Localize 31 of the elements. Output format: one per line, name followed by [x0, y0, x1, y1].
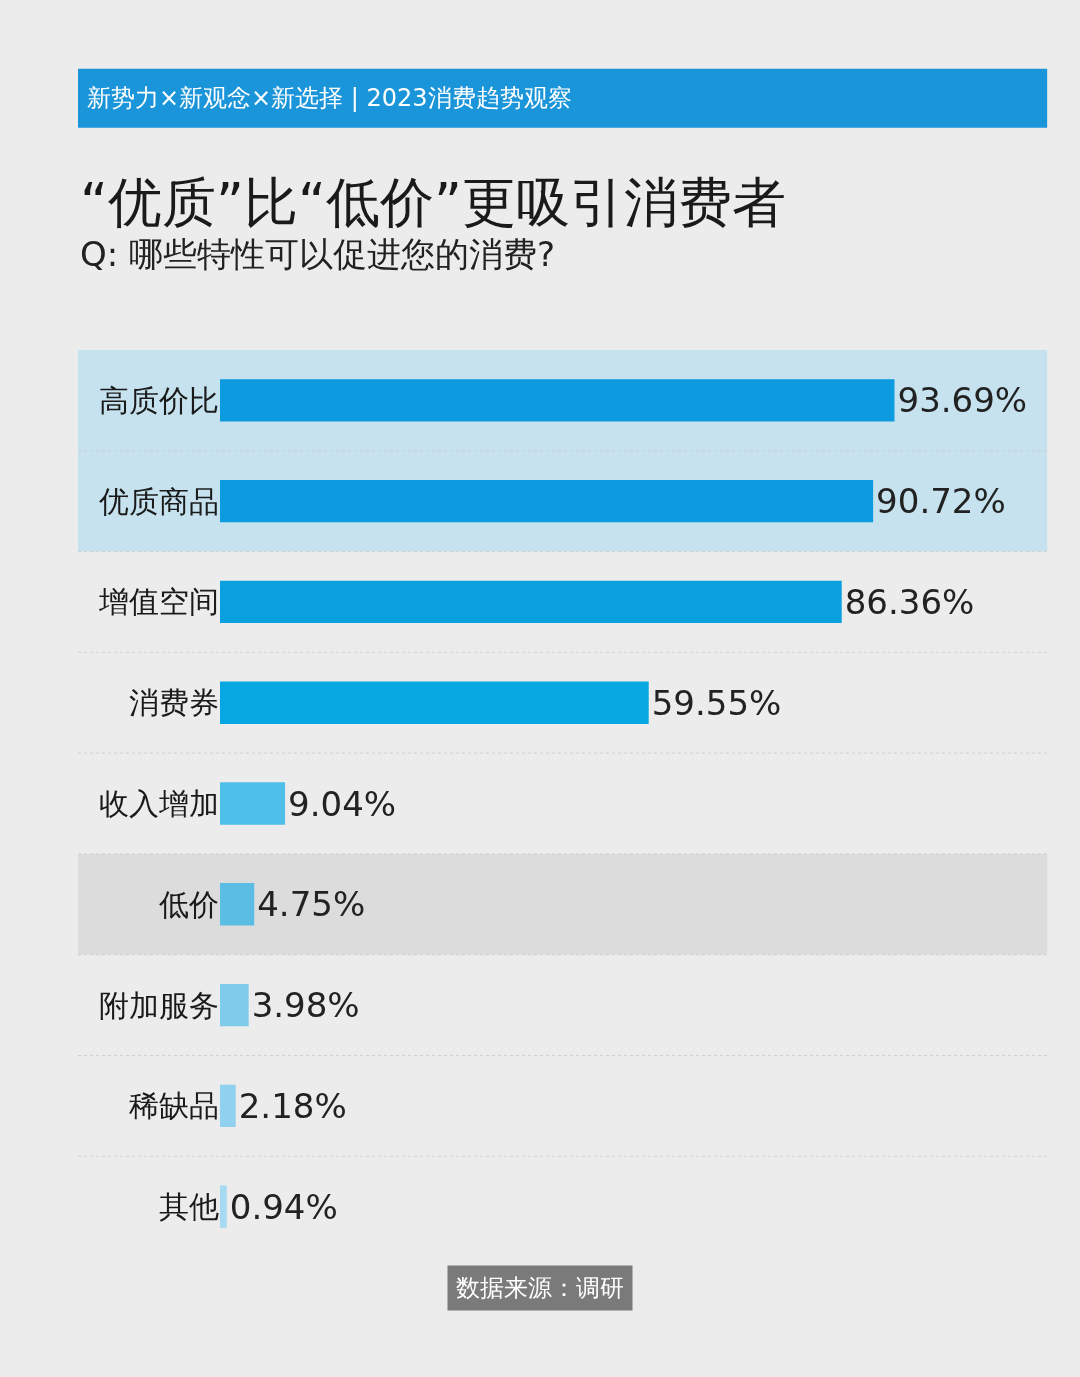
- bar: [220, 379, 895, 422]
- data-label: 86.36%: [844, 581, 975, 622]
- y-tick-label: 稀缺品: [129, 1088, 219, 1124]
- source-note: 数据来源：调研: [456, 1274, 624, 1302]
- bar: [220, 883, 255, 926]
- data-label: 2.18%: [238, 1085, 347, 1126]
- bar: [220, 983, 249, 1027]
- data-label: 0.94%: [229, 1186, 338, 1227]
- y-tick-label: 消费券: [129, 685, 219, 721]
- data-label: 93.69%: [897, 380, 1028, 421]
- bar: [220, 782, 286, 825]
- y-tick-label: 增值空间: [98, 584, 219, 620]
- y-tick-label: 其他: [159, 1189, 219, 1225]
- data-label: 59.55%: [651, 682, 782, 723]
- bar: [220, 580, 842, 624]
- y-tick-label: 优质商品: [99, 483, 219, 519]
- bar: [220, 480, 874, 523]
- bar: [220, 681, 649, 724]
- y-tick-label: 高质价比: [99, 382, 219, 418]
- y-tick-label: 附加服务: [99, 987, 219, 1023]
- text: 新势力×新观念×新选择 | 2023消费趋势观察: [87, 84, 572, 112]
- data-label: 3.98%: [251, 985, 360, 1026]
- bar: [220, 1185, 227, 1228]
- chart-subtitle: Q: 哪些特性可以促进您的消费?: [80, 234, 556, 274]
- chart-title: “优质”比“低价”更吸引消费者: [80, 171, 786, 234]
- bar: [220, 1084, 236, 1127]
- y-tick-label: 低价: [159, 886, 219, 922]
- y-tick-label: 收入增加: [99, 786, 219, 821]
- data-label: 90.72%: [876, 481, 1006, 522]
- data-label: 4.75%: [257, 884, 366, 925]
- data-label: 9.04%: [288, 783, 397, 824]
